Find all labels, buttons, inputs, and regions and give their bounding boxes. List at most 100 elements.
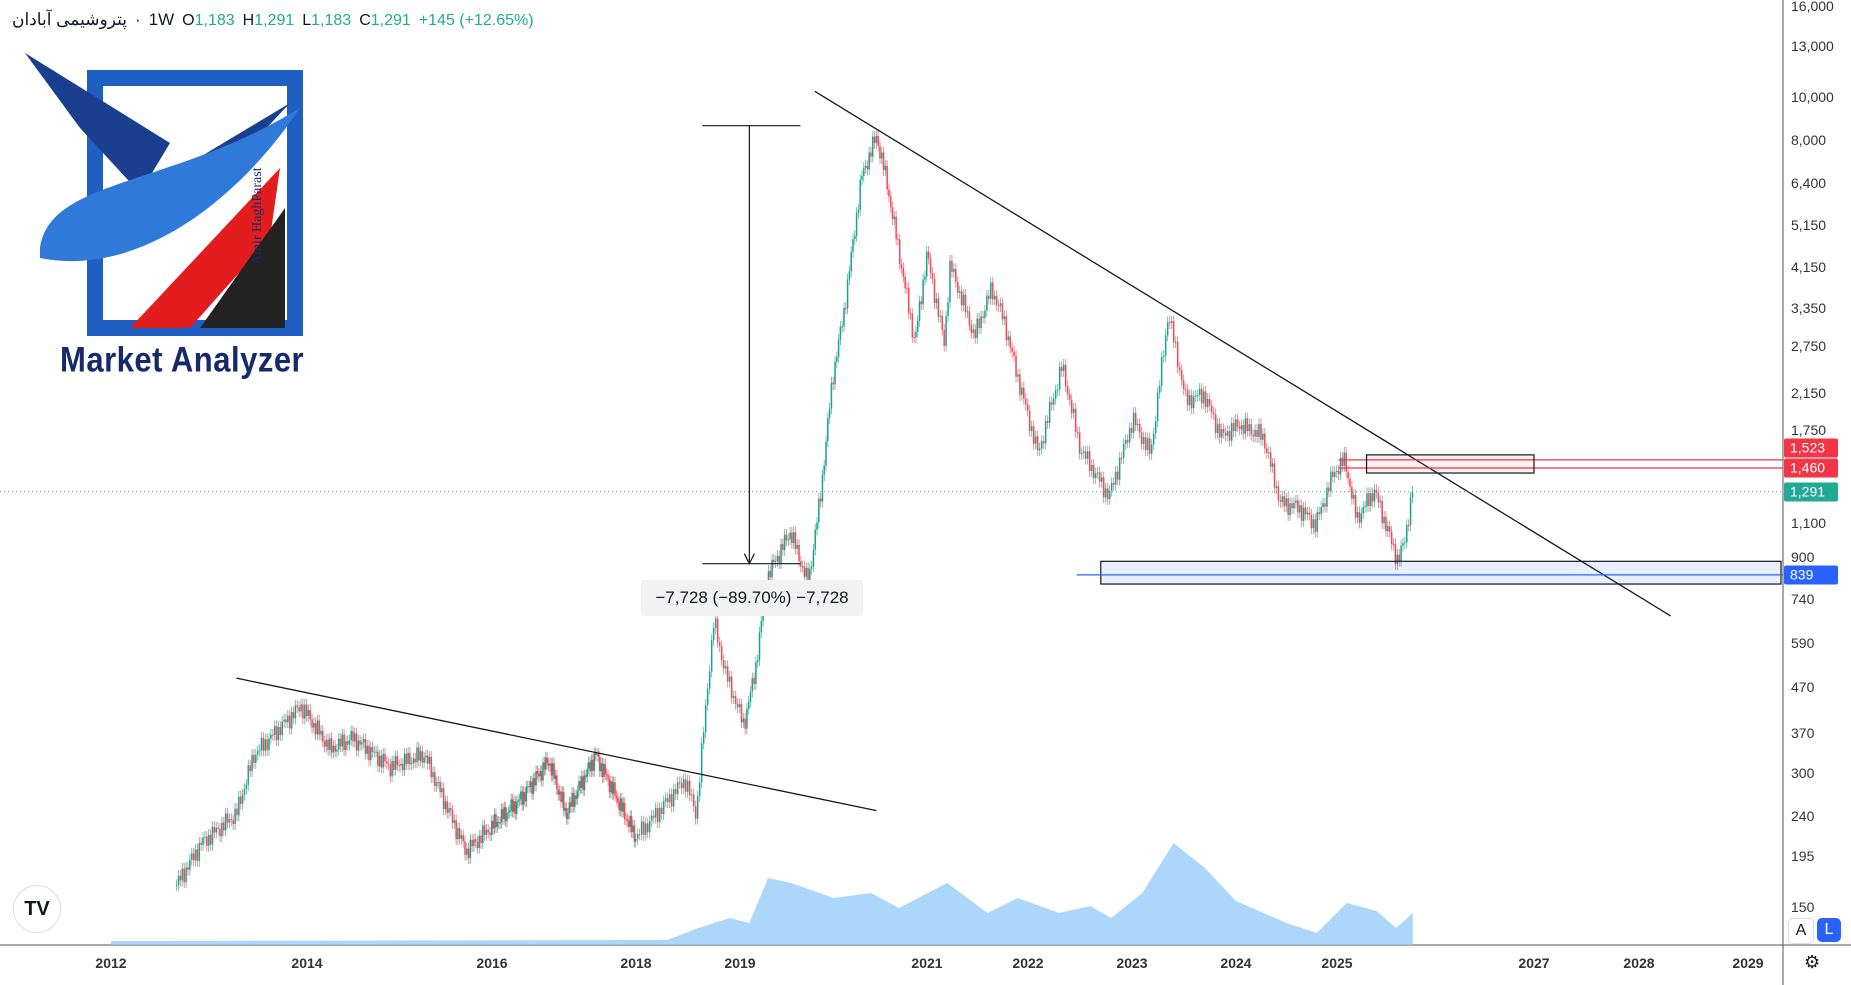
- candle-body: [1246, 418, 1249, 431]
- candle-body: [978, 318, 980, 329]
- candle-body: [219, 828, 221, 837]
- candle-body: [702, 732, 705, 744]
- candle-body: [343, 734, 345, 751]
- candle-body: [569, 802, 572, 807]
- candle-body: [492, 820, 494, 829]
- candle-body: [907, 288, 910, 314]
- candle-body: [279, 726, 282, 736]
- candle-body: [1190, 395, 1193, 409]
- candle-body: [369, 747, 372, 761]
- candle-body: [1162, 355, 1165, 358]
- candle-body: [827, 418, 829, 442]
- candle-body: [414, 758, 417, 763]
- candle-body: [412, 758, 415, 763]
- candle-body: [433, 772, 436, 786]
- candle-body: [1210, 405, 1213, 413]
- candle-body: [1258, 424, 1260, 438]
- candle-body: [612, 782, 615, 794]
- candle-body: [391, 761, 393, 777]
- candle-body: [550, 763, 553, 776]
- candle-body: [1026, 404, 1029, 411]
- candle-body: [801, 566, 804, 568]
- candle-body: [590, 759, 593, 772]
- tradingview-logo-icon[interactable]: TV: [13, 885, 61, 933]
- candle-body: [909, 313, 912, 315]
- candle-body: [706, 688, 709, 705]
- candle-body: [1150, 444, 1153, 454]
- candle-body: [1023, 387, 1025, 399]
- gear-icon[interactable]: ⚙: [1804, 952, 1821, 972]
- time-tick-label: 2019: [724, 955, 756, 971]
- price-tick-label: 900: [1791, 548, 1815, 565]
- candle-body: [601, 763, 604, 777]
- candle-body: [893, 216, 896, 220]
- candle-body: [587, 762, 590, 769]
- price-tick-label: 2,750: [1791, 337, 1827, 354]
- candle-body: [510, 799, 512, 811]
- candle-body: [904, 276, 906, 288]
- close-key: C: [359, 12, 371, 29]
- candle-body: [361, 742, 363, 745]
- candle-body: [1337, 470, 1340, 475]
- candle-body: [924, 276, 926, 280]
- candle-body: [1100, 477, 1103, 482]
- candle-body: [540, 771, 543, 781]
- candle-body: [410, 762, 413, 765]
- candle-body: [603, 764, 605, 777]
- candle-body: [621, 798, 623, 812]
- candle-body: [1066, 386, 1069, 395]
- candle-body: [1339, 457, 1342, 475]
- candle-body: [287, 715, 289, 723]
- candle-body: [1262, 433, 1264, 440]
- candle-body: [524, 792, 526, 802]
- candle-body: [1062, 364, 1065, 371]
- candle-body: [533, 778, 536, 786]
- candle-body: [755, 662, 757, 684]
- candle-body: [1011, 347, 1013, 352]
- candle-body: [341, 734, 344, 747]
- price-tick-label: 3,350: [1791, 299, 1827, 316]
- symbol-name[interactable]: پتروشیمی آبادان: [12, 10, 127, 29]
- candle-body: [1405, 525, 1408, 543]
- candle-body: [1283, 496, 1286, 507]
- candle-body: [224, 813, 227, 831]
- price-tick-label: 6,400: [1791, 175, 1827, 192]
- interval[interactable]: 1W: [148, 10, 175, 29]
- candle-body: [217, 827, 219, 829]
- candle-body: [1271, 463, 1274, 467]
- candle-body: [355, 733, 358, 751]
- candle-body: [532, 778, 535, 794]
- candle-body: [916, 320, 919, 332]
- candle-body: [350, 731, 352, 741]
- candle-body: [253, 754, 255, 763]
- candle-body: [771, 559, 773, 578]
- candle-body: [598, 756, 601, 772]
- candle-body: [255, 754, 257, 763]
- candle-body: [760, 620, 763, 633]
- candle-body: [1080, 453, 1083, 455]
- candle-body: [1204, 391, 1207, 408]
- candle-body: [1345, 452, 1347, 472]
- candle-body: [1275, 486, 1278, 488]
- candle-body: [1092, 464, 1095, 479]
- candle-body: [937, 298, 940, 317]
- candle-body: [183, 868, 185, 883]
- candle-body: [678, 782, 681, 784]
- candle-body: [1186, 389, 1189, 406]
- candle-body: [614, 782, 616, 796]
- candle-body: [1360, 513, 1363, 523]
- candle-body: [1152, 433, 1155, 445]
- candle-body: [622, 802, 625, 812]
- candle-body: [187, 867, 189, 870]
- candle-body: [504, 807, 507, 822]
- candle-body: [476, 841, 479, 848]
- candle-body: [857, 210, 860, 213]
- auto-scale-button[interactable]: A: [1788, 918, 1814, 944]
- candle-body: [432, 772, 434, 778]
- time-tick-label: 2024: [1220, 955, 1252, 971]
- candle-body: [933, 278, 936, 304]
- candle-body: [611, 781, 614, 794]
- candle-body: [744, 718, 746, 729]
- log-scale-button[interactable]: L: [1817, 918, 1841, 942]
